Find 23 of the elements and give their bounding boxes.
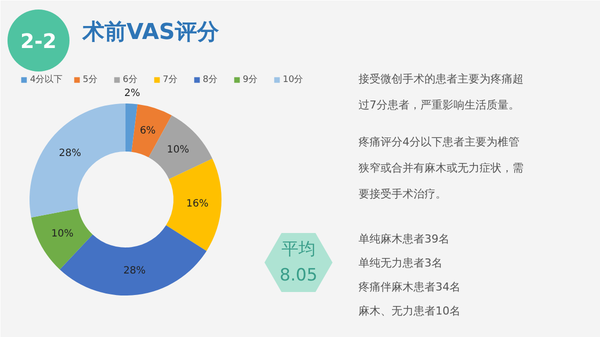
- legend-label: 5分: [82, 74, 98, 86]
- legend-label: 9分: [242, 74, 258, 86]
- legend-label: 6分: [122, 74, 138, 86]
- text: 麻木、无力患者10名: [358, 304, 460, 318]
- data-label: 6%: [140, 126, 156, 137]
- data-label: 10%: [51, 228, 74, 240]
- text: 2-2: [20, 29, 57, 53]
- chart-title: 术前VAS评分: [82, 20, 220, 45]
- legend-label: 4分以下: [30, 74, 63, 86]
- legend-label: 7分: [162, 74, 178, 86]
- data-label: 16%: [186, 198, 208, 210]
- text: 疼痛伴麻木患者34名: [358, 280, 460, 294]
- data-label: 28%: [58, 148, 82, 160]
- legend-label: 10分: [282, 74, 304, 86]
- text: 单纯无力患者3名: [358, 256, 442, 270]
- text: 平均 8.05: [280, 240, 318, 286]
- text: 疼痛评分4分以下患者主要为椎管狭窄或合并有麻木或无力症状，需要接受手术治疗。: [358, 136, 524, 200]
- data-label: 2%: [124, 88, 140, 100]
- data-label: 10%: [166, 144, 190, 156]
- text: 接受微创手术的患者主要为疼痛超过7分患者，严重影响生活质量。: [358, 72, 524, 112]
- text: 单纯麻木患者39名: [358, 232, 450, 246]
- data-label: 28%: [123, 265, 146, 276]
- legend-label: 8分: [202, 74, 218, 86]
